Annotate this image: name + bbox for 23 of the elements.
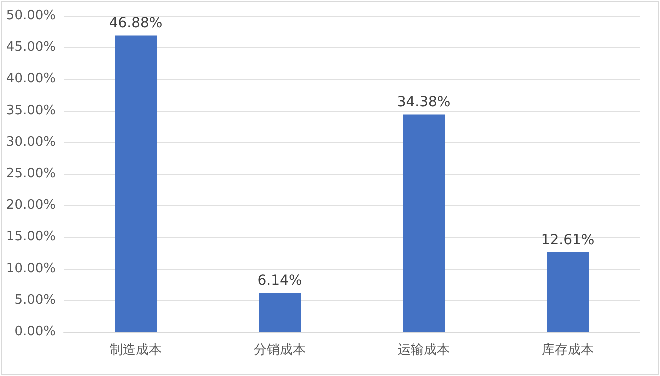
bar bbox=[115, 36, 157, 332]
y-tick-label: 45.00% bbox=[6, 40, 56, 56]
data-label: 46.88% bbox=[109, 16, 163, 32]
x-tick-label: 分销成本 bbox=[254, 343, 306, 358]
x-tick-label: 库存成本 bbox=[542, 343, 594, 358]
y-tick-label: 10.00% bbox=[6, 261, 56, 276]
data-label: 6.14% bbox=[258, 273, 302, 290]
y-tick-label: 5.00% bbox=[14, 292, 56, 308]
y-tick-label: 15.00% bbox=[6, 230, 56, 245]
y-tick-label: 25.00% bbox=[6, 166, 56, 182]
data-label: 12.61% bbox=[541, 232, 595, 248]
y-tick-label: 35.00% bbox=[6, 103, 56, 118]
bar bbox=[259, 293, 301, 332]
y-tick-label: 0.00% bbox=[14, 324, 56, 340]
x-tick-label: 运输成本 bbox=[398, 343, 450, 358]
bar bbox=[403, 114, 445, 332]
y-tick-label: 20.00% bbox=[6, 198, 56, 214]
y-tick-label: 40.00% bbox=[6, 72, 56, 87]
x-tick-label: 制造成本 bbox=[110, 343, 162, 358]
bar bbox=[547, 252, 589, 332]
y-tick-label: 50.00% bbox=[6, 8, 56, 24]
y-tick-label: 30.00% bbox=[6, 134, 56, 150]
data-label: 34.38% bbox=[397, 94, 451, 111]
